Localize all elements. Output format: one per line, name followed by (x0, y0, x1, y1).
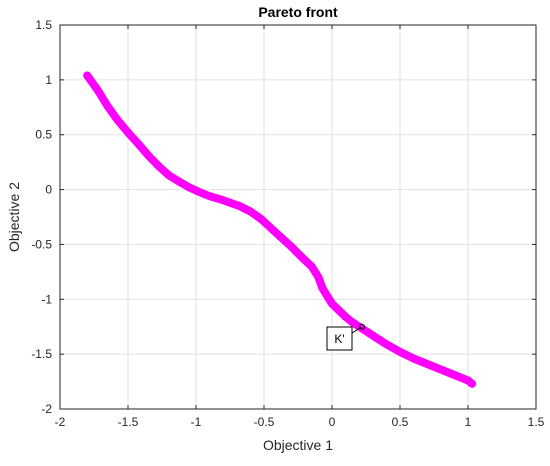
y-axis-label: Objective 2 (6, 182, 22, 252)
x-tick-label: 0 (329, 415, 336, 429)
pareto-point (382, 340, 391, 349)
pareto-point (235, 202, 244, 211)
annotation-leader (351, 326, 363, 334)
pareto-point (436, 365, 445, 374)
x-tick-label: -0.5 (254, 415, 275, 429)
pareto-point (396, 347, 404, 356)
y-tick-label: -0.5 (31, 237, 52, 251)
pareto-point (144, 151, 153, 160)
y-tick-label: -1 (41, 292, 52, 306)
annotation-box (326, 326, 353, 351)
pareto-point (226, 198, 234, 207)
pareto-point (348, 318, 357, 327)
pareto-point (185, 183, 194, 192)
pareto-point (334, 306, 343, 315)
x-tick-label: -1.5 (118, 415, 139, 429)
pareto-point (153, 161, 162, 170)
pareto-point (83, 71, 92, 80)
y-tick-label: 1.5 (35, 18, 52, 32)
pareto-point (450, 370, 459, 379)
y-tick-label: -1.5 (31, 347, 52, 361)
x-tick-label: 1 (465, 415, 472, 429)
pareto-point (276, 232, 285, 241)
pareto-point (216, 195, 225, 204)
ticks: -2 -1.5 -1 -0.5 0 0.5 1 1.5 -2 -1.5 -1 -0.5 0 0.5 1 1.5 (31, 18, 544, 429)
x-tick-label: -2 (55, 415, 66, 429)
pareto-series (83, 71, 477, 388)
y-tick-label: 0.5 (35, 128, 52, 142)
pareto-point (314, 273, 323, 282)
pareto-point (468, 379, 477, 388)
pareto-point (194, 187, 203, 196)
pareto-point (464, 376, 472, 385)
chart-title: Pareto front (258, 4, 338, 20)
pareto-point (103, 102, 112, 111)
pareto-point (124, 128, 132, 137)
annotation-point-marker (358, 323, 365, 330)
y-tick-label: 0 (45, 183, 52, 197)
pareto-point (362, 327, 370, 336)
pareto-point (164, 171, 173, 180)
annotation-label: K' (334, 332, 344, 346)
pareto-point (341, 312, 350, 321)
pareto-point (113, 115, 122, 124)
plot-area (60, 25, 536, 409)
pareto-point (266, 223, 275, 232)
pareto-point (328, 299, 336, 308)
pareto-point (94, 86, 103, 95)
pareto-point (287, 242, 296, 251)
pareto-point (175, 177, 184, 186)
y-tick-label: 1 (45, 73, 52, 87)
pareto-point (307, 262, 316, 271)
pareto-point (134, 140, 143, 149)
x-axis-label: Objective 1 (263, 437, 333, 453)
pareto-point (368, 331, 377, 340)
pareto-point (298, 253, 307, 262)
pareto-point (318, 284, 327, 293)
pareto-point (246, 207, 255, 216)
pareto-point (257, 215, 266, 224)
pareto-point (423, 360, 432, 369)
pareto-point (409, 354, 418, 363)
plot-frame (59, 24, 537, 410)
x-tick-label: 0.5 (392, 415, 409, 429)
pareto-point (205, 192, 214, 201)
pareto-point (323, 293, 332, 302)
x-tick-label: -1 (191, 415, 202, 429)
y-tick-label: -2 (41, 402, 52, 416)
annotation: K' (326, 323, 365, 351)
x-tick-label: 1.5 (528, 415, 545, 429)
